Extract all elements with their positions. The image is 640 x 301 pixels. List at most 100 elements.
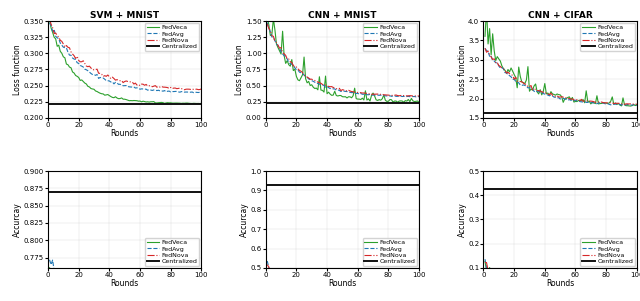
FedNova: [572, 98, 579, 101]
Centralized: [572, 111, 579, 115]
Centralized: [516, 111, 524, 115]
FedVeca: [81, 81, 88, 85]
FedNova: [408, 94, 415, 98]
FedAvg: [572, 98, 579, 102]
Legend: FedVeca, FedAvg, FedNova, Centralized: FedVeca, FedAvg, FedNova, Centralized: [580, 23, 635, 51]
FedNova: [412, 94, 420, 98]
Centralized: [190, 190, 198, 194]
Centralized: [299, 183, 307, 186]
FedVeca: [403, 99, 411, 103]
FedNova: [342, 88, 349, 92]
Centralized: [45, 190, 53, 194]
FedAvg: [510, 77, 518, 81]
FedAvg: [632, 104, 639, 107]
FedAvg: [264, 21, 271, 24]
Legend: FedVeca, FedAvg, FedNova, Centralized: FedVeca, FedAvg, FedNova, Centralized: [580, 238, 635, 266]
Centralized: [354, 101, 362, 105]
X-axis label: Rounds: Rounds: [546, 279, 574, 288]
Line: FedVeca: FedVeca: [268, 18, 419, 102]
FedNova: [481, 46, 489, 50]
Line: FedNova: FedNova: [268, 265, 419, 301]
FedVeca: [561, 97, 568, 101]
FedVeca: [136, 99, 144, 103]
Centralized: [403, 183, 411, 186]
FedNova: [625, 102, 633, 106]
FedVeca: [124, 98, 132, 102]
FedNova: [264, 22, 271, 26]
Line: FedNova: FedNova: [485, 262, 637, 301]
FedAvg: [81, 67, 88, 71]
Centralized: [621, 111, 628, 115]
FedAvg: [516, 83, 524, 87]
FedNova: [516, 80, 524, 83]
Line: FedVeca: FedVeca: [49, 268, 202, 301]
FedVeca: [45, 266, 53, 270]
Y-axis label: Loss function: Loss function: [458, 44, 467, 95]
FedNova: [45, 17, 53, 21]
Centralized: [81, 102, 88, 105]
FedNova: [198, 87, 205, 91]
FedAvg: [198, 91, 205, 95]
FedAvg: [124, 85, 132, 88]
FedNova: [621, 103, 628, 106]
FedVeca: [573, 100, 581, 103]
FedNova: [559, 95, 567, 99]
Centralized: [510, 188, 518, 191]
FedVeca: [45, 18, 53, 22]
Line: FedAvg: FedAvg: [485, 259, 637, 301]
FedAvg: [264, 259, 271, 263]
Centralized: [408, 183, 415, 186]
Centralized: [403, 101, 411, 105]
Centralized: [342, 101, 349, 105]
Centralized: [299, 101, 307, 105]
FedVeca: [512, 76, 520, 79]
FedNova: [299, 71, 307, 74]
Title: SVM + MNIST: SVM + MNIST: [90, 11, 159, 20]
Centralized: [190, 102, 198, 105]
FedVeca: [299, 73, 307, 76]
Centralized: [633, 111, 640, 115]
FedAvg: [633, 104, 640, 107]
FedAvg: [481, 46, 489, 50]
FedVeca: [627, 104, 634, 108]
Centralized: [342, 183, 349, 186]
Centralized: [136, 102, 144, 105]
FedVeca: [483, 8, 490, 11]
Centralized: [45, 102, 53, 105]
Centralized: [198, 102, 205, 105]
FedVeca: [264, 269, 271, 273]
Title: CNN + CIFAR: CNN + CIFAR: [528, 11, 593, 20]
Line: FedAvg: FedAvg: [268, 261, 419, 301]
FedNova: [481, 261, 489, 264]
FedNova: [191, 88, 199, 91]
FedVeca: [633, 103, 640, 106]
X-axis label: Rounds: Rounds: [546, 129, 574, 138]
FedVeca: [354, 97, 362, 101]
X-axis label: Rounds: Rounds: [328, 129, 356, 138]
Y-axis label: Accurcay: Accurcay: [240, 202, 249, 237]
FedNova: [510, 77, 518, 81]
FedAvg: [190, 91, 198, 95]
FedNova: [81, 62, 88, 65]
Line: FedVeca: FedVeca: [485, 262, 637, 301]
Centralized: [185, 102, 193, 105]
FedAvg: [292, 68, 300, 72]
FedVeca: [264, 16, 271, 20]
FedAvg: [342, 90, 349, 93]
Centralized: [510, 111, 518, 115]
FedNova: [47, 267, 55, 270]
FedAvg: [621, 103, 628, 107]
FedVeca: [292, 75, 300, 78]
Line: FedAvg: FedAvg: [49, 23, 202, 93]
FedAvg: [75, 62, 83, 65]
FedAvg: [45, 258, 53, 262]
Centralized: [292, 183, 300, 186]
Centralized: [559, 111, 567, 115]
Y-axis label: Accurcay: Accurcay: [458, 202, 467, 237]
Legend: FedVeca, FedAvg, FedNova, Centralized: FedVeca, FedAvg, FedNova, Centralized: [145, 238, 200, 266]
FedNova: [180, 88, 188, 92]
FedVeca: [198, 101, 205, 105]
FedAvg: [299, 72, 307, 75]
Centralized: [625, 111, 633, 115]
Centralized: [621, 188, 628, 191]
